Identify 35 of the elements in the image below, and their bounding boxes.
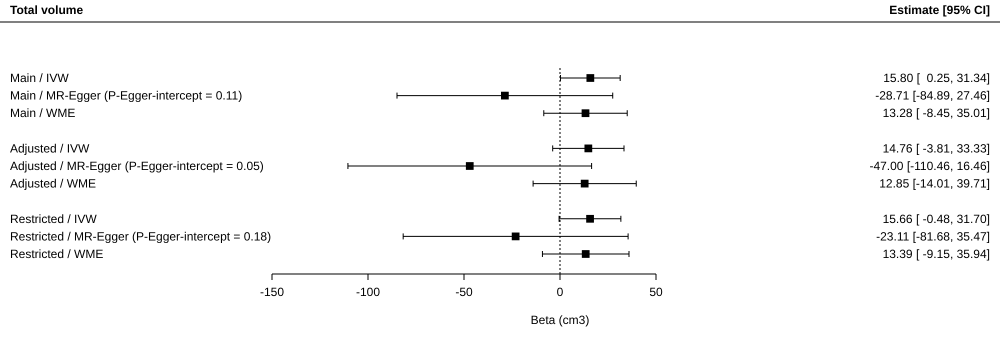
point [501,92,509,100]
y-tick-label: Restricted / WME [10,247,104,261]
text: Estimate [95% CI] [889,3,990,17]
data-label: -47.00 [-110.46, 16.46] [869,159,990,173]
x-tick-label: -100 [356,285,380,299]
y-tick-label: Restricted / IVW [10,212,98,226]
x-tick-label: 0 [556,285,564,299]
y-tick-label: Main / MR-Egger (P-Egger-intercept = 0.11) [10,88,242,103]
x-axis-title: Beta (cm3) [530,313,590,327]
y-tick-label: Main / WME [10,106,76,120]
data-label: -23.11 [-81.68, 35.47] [876,229,990,244]
x-tick-label: -50 [455,285,473,299]
point [586,214,594,223]
data-label: 14.76 [ -3.81, 33.33] [882,141,990,156]
point [586,74,594,82]
y-tick-label: Adjusted / WME [10,176,96,191]
point [512,232,520,240]
point [466,162,474,170]
data-label: 15.66 [ -0.48, 31.70] [882,212,990,226]
point [580,180,589,188]
data-label: 15.80 [ 0.25, 31.34] [883,71,990,85]
y-tick-label: Adjusted / MR-Egger (P-Egger-intercept = 0.05) [10,159,264,173]
data-label: -28.71 [-84.89, 27.46] [875,88,990,103]
point [584,144,592,152]
data-label: 13.28 [ -8.45, 35.01] [882,106,990,120]
x-tick-label: -150 [260,285,284,299]
data-label: 12.85 [-14.01, 39.71] [879,176,990,191]
data-label: 13.39 [ -9.15, 35.94] [882,247,990,261]
x-tick-label: 50 [649,285,663,299]
point [582,109,590,118]
y-tick-label: Main / IVW [10,71,70,85]
text: Total volume [10,3,84,17]
y-tick-label: Restricted / MR-Egger (P-Egger-intercept = 0.18) [10,229,272,244]
point [582,250,590,258]
y-tick-label: Adjusted / IVW [10,141,90,156]
